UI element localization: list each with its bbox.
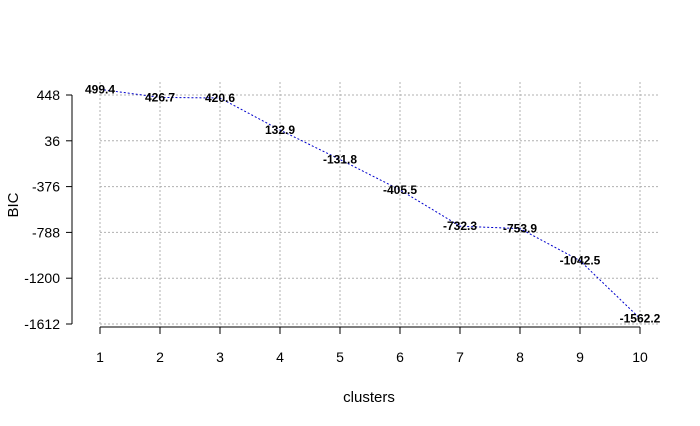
x-axis-title: clusters	[343, 389, 395, 406]
data-label-9: -1042.5	[560, 254, 601, 268]
y-tick-label-448: 448	[37, 87, 61, 103]
grid	[99, 82, 660, 325]
x-tick-label-2: 2	[156, 349, 164, 365]
data-labels: 499.4 426.7 420.6 132.9 -131.8 -405.5 -732.3 -7…	[85, 82, 661, 325]
data-label-2: 426.7	[145, 90, 175, 104]
x-tick-label-9: 9	[576, 349, 584, 365]
y-tick-label--1612: -1612	[24, 316, 60, 332]
y-tick-label--1200: -1200	[24, 270, 60, 286]
data-label-3: 420.6	[205, 91, 235, 105]
x-tick-label-1: 1	[96, 349, 104, 365]
y-tick-label--788: -788	[32, 224, 60, 240]
data-label-5: -131.8	[323, 152, 357, 166]
x-tick-label-5: 5	[336, 349, 344, 365]
data-label-1: 499.4	[85, 82, 115, 96]
x-tick-label-10: 10	[632, 349, 648, 365]
y-tick-label--376: -376	[32, 179, 60, 195]
x-tick-label-4: 4	[276, 349, 284, 365]
x-tick-label-7: 7	[456, 349, 464, 365]
tick-labels: 1 2 3 4 5 6 7 8 9 10 448 36 -376 -788 -1200 -1612	[24, 87, 648, 365]
data-label-7: -732.3	[443, 219, 477, 233]
data-label-4: 132.9	[265, 123, 295, 137]
x-tick-label-3: 3	[216, 349, 224, 365]
series-line	[99, 88, 641, 319]
y-tick-label-36: 36	[44, 133, 60, 149]
data-label-6: -405.5	[383, 183, 417, 197]
x-tick-label-8: 8	[516, 349, 524, 365]
x-tick-label-6: 6	[396, 349, 404, 365]
y-axis-title: BIC	[5, 192, 22, 217]
data-label-8: -753.9	[503, 222, 537, 236]
data-label-10: -1562.2	[620, 311, 661, 325]
axes	[66, 94, 641, 334]
